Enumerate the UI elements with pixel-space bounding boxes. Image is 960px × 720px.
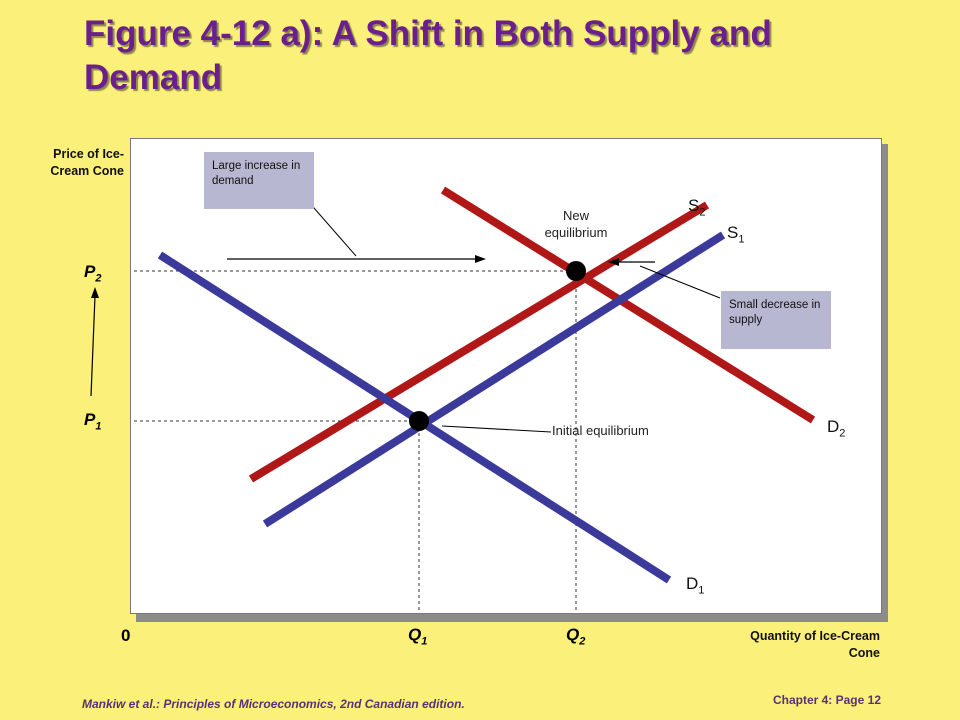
supply-curve-s2 — [248, 201, 710, 483]
slide-title: Figure 4-12 a): A Shift in Both Supply a… — [84, 14, 772, 97]
new-equilibrium-label: New equilibrium — [544, 208, 608, 240]
price-rise-arrowhead — [91, 287, 99, 298]
quantity-label-q2: Q2 — [566, 625, 586, 648]
price-label-p1: P1 — [84, 410, 102, 433]
source-citation: Mankiw et al.: Principles of Microeconom… — [82, 697, 465, 711]
quantity-label-q1: Q1 — [408, 625, 428, 648]
supply-curve-s1 — [262, 231, 726, 528]
small-decrease-supply-callout: Small decrease in supply — [721, 291, 831, 349]
y-axis-label: Price of Ice-Cream Cone — [50, 147, 124, 178]
initial-eq-leader — [441, 425, 552, 433]
page-number: Chapter 4: Page 12 — [772, 693, 881, 707]
initial-equilibrium-label: Initial equilibrium — [552, 423, 649, 438]
new-equilibrium-point — [566, 261, 586, 281]
plot-area — [130, 138, 882, 614]
demand-shift-arrowhead — [475, 255, 486, 263]
curve-label-s1: S1 — [727, 223, 745, 246]
large-increase-demand-callout: Large increase in demand — [204, 152, 314, 209]
price-label-p2: P2 — [84, 262, 102, 285]
supply-shift-arrowhead — [608, 258, 619, 266]
curve-label-d2: D2 — [827, 417, 846, 440]
supply-callout-leader — [639, 265, 721, 299]
origin-label: 0 — [121, 626, 131, 645]
price-rise-arrow — [90, 295, 96, 397]
initial-equilibrium-point — [409, 411, 429, 431]
curve-label-d1: D1 — [686, 574, 705, 597]
demand-curve-d2 — [440, 186, 816, 424]
curve-label-s2: S2 — [688, 196, 706, 219]
x-axis-label: Quantity of Ice-Cream Cone — [750, 629, 880, 660]
